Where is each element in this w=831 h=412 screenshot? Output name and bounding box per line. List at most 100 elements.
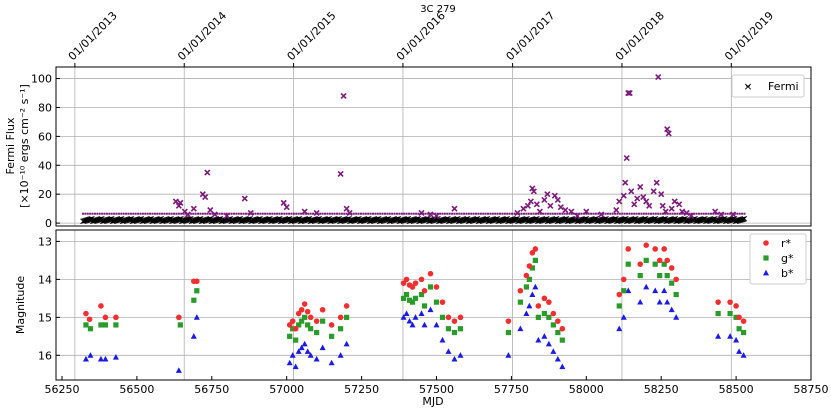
fermi-upper-limit-point	[383, 216, 390, 223]
fermi-upper-limit-point	[87, 216, 93, 223]
upper-limit-level-dot	[513, 212, 516, 215]
fermi-detection-point	[643, 198, 650, 205]
fermi-detection-point	[653, 179, 660, 186]
r-band-point	[98, 303, 104, 309]
g-band-point	[409, 299, 416, 305]
fermi-upper-limit-point	[354, 216, 360, 223]
bottom-y-tick-label: 15	[38, 311, 52, 324]
fermi-detection-point	[514, 209, 521, 217]
upper-limit-level-dot	[510, 212, 513, 215]
bottom-y-ticks: 13 14 15 16	[38, 235, 60, 362]
upper-limit-level-dot	[156, 212, 159, 215]
r-band-point	[715, 299, 721, 305]
top-y-tick-label: 20	[38, 188, 52, 201]
upper-limit-level-dot	[319, 212, 322, 215]
fermi-detection-point	[655, 74, 662, 81]
upper-limit-level-dot	[216, 212, 219, 215]
fermi-detection-point	[613, 207, 620, 214]
upper-limit-level-dot	[628, 212, 631, 215]
g-band-point	[664, 272, 670, 279]
g-band-point	[727, 310, 733, 317]
g-band-point	[445, 326, 452, 332]
upper-limit-level-dot	[499, 212, 502, 215]
g-band-point	[113, 322, 119, 328]
b-band-point	[175, 367, 182, 373]
upper-limit-level-dot	[151, 212, 154, 215]
g-band-point	[451, 329, 458, 336]
upper-limit-level-dot	[539, 212, 542, 215]
upper-limit-level-dot	[362, 212, 365, 215]
upper-limit-level-dot	[288, 212, 291, 215]
fermi-upper-limit-point	[680, 216, 687, 223]
fermi-detection-point	[343, 205, 350, 212]
upper-limit-level-dot	[359, 212, 362, 215]
g-band-point	[400, 295, 407, 301]
b-band-point	[409, 321, 416, 328]
upper-limit-level-dot	[482, 212, 485, 215]
g-band-point	[637, 272, 643, 279]
fermi-detection-point	[688, 212, 695, 219]
upper-limit-level-dot	[266, 212, 269, 215]
upper-limit-level-dot	[254, 212, 257, 215]
upper-limit-level-dot	[592, 212, 595, 215]
fermi-detection-point	[662, 208, 669, 215]
b-band-point	[661, 287, 668, 294]
upper-limit-level-dot	[230, 212, 233, 215]
upper-limit-level-dot	[225, 212, 228, 215]
fermi-upper-limit-point	[641, 216, 647, 223]
upper-limit-level-dot	[235, 212, 238, 215]
fermi-upper-limit-point	[413, 216, 420, 223]
g-band-point	[715, 310, 721, 317]
upper-limit-level-dot	[441, 212, 444, 215]
upper-limit-level-dot	[508, 212, 511, 215]
upper-limit-level-dot	[204, 212, 207, 215]
upper-limit-level-dot	[657, 212, 660, 215]
b-band-point	[652, 287, 659, 294]
date-tick-label: 01/01/2014	[175, 9, 229, 63]
r-band-point	[559, 325, 566, 332]
b-band-point	[292, 363, 299, 370]
legend-r-marker	[763, 240, 769, 246]
upper-limit-level-dot	[549, 212, 552, 215]
date-tick-label: 01/01/2019	[722, 9, 776, 63]
r-band-point	[409, 284, 416, 290]
fermi-detection-point	[313, 209, 320, 217]
upper-limit-level-dot	[252, 212, 255, 215]
g-band-point	[652, 261, 658, 267]
g-band-point	[290, 326, 296, 332]
upper-limit-level-dot	[211, 212, 214, 215]
upper-limit-level-dot	[700, 212, 703, 215]
b-band-point	[668, 306, 675, 313]
fermi-detection-point	[623, 154, 630, 162]
upper-limit-level-dot	[264, 212, 267, 215]
upper-limit-level-dot	[129, 212, 132, 215]
fermi-upper-limit-point	[294, 216, 301, 223]
upper-limit-level-dot	[175, 212, 178, 215]
g-band-point	[621, 288, 627, 294]
fermi-detection-point	[177, 199, 184, 206]
upper-limit-level-dot	[458, 212, 461, 215]
fermi-upper-limit-point	[502, 216, 509, 223]
upper-limit-level-dot	[400, 212, 403, 215]
upper-limit-level-dot	[563, 212, 566, 215]
r-band-point	[616, 291, 623, 298]
fermi-upper-limit-point	[741, 215, 748, 222]
fermi-upper-limit-point	[245, 216, 252, 223]
x-tick-label: 57000	[269, 383, 304, 396]
fermi-detection-point	[190, 205, 197, 212]
fermi-detection-point	[533, 201, 540, 208]
g-band-point	[541, 310, 547, 317]
fermi-upper-limit-point	[739, 216, 746, 223]
upper-limit-level-dot	[101, 212, 104, 215]
g-band-point	[421, 303, 428, 309]
r-band-point	[86, 316, 93, 323]
r-band-point	[532, 246, 539, 252]
upper-limit-level-dot	[635, 212, 638, 215]
g-band-point	[559, 337, 565, 343]
g-band-point	[191, 297, 197, 303]
r-band-point	[727, 299, 733, 305]
g-band-point	[412, 295, 419, 301]
fermi-detection-point	[620, 192, 627, 199]
g-band-point	[299, 318, 305, 324]
fermi-detection-point	[557, 204, 564, 211]
